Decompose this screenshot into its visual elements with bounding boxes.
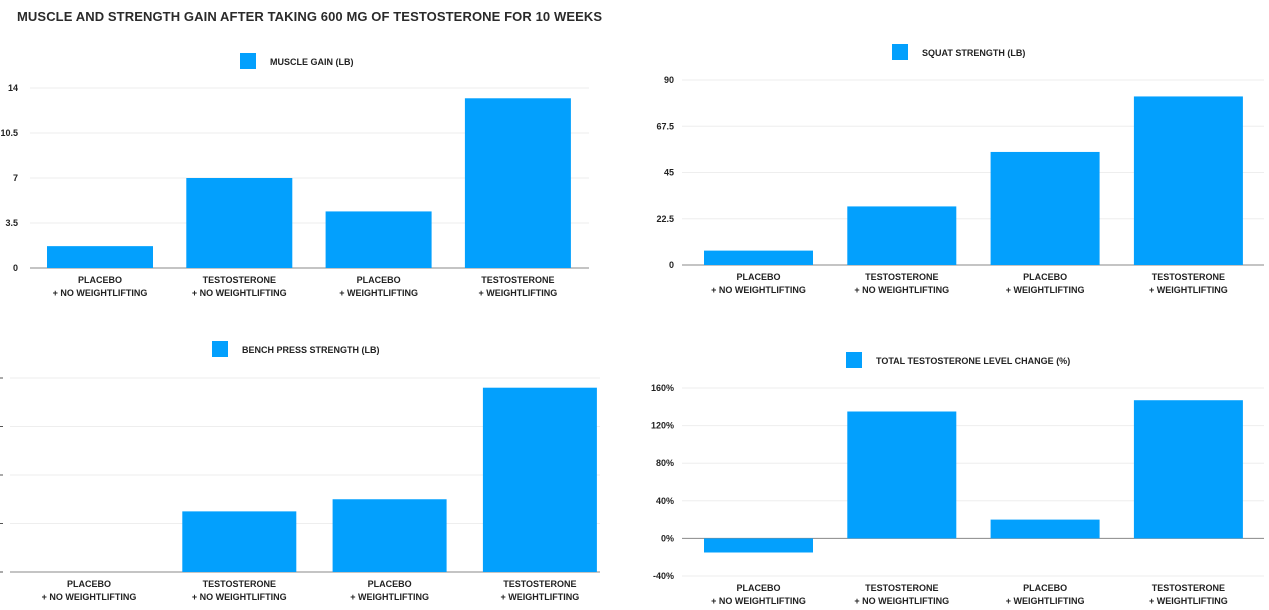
bar — [464, 98, 571, 269]
x-tick-label: TESTOSTERONE — [865, 583, 938, 593]
x-tick-label: + WEIGHTLIFTING — [1149, 596, 1228, 606]
y-tick-label: 40% — [656, 496, 674, 506]
y-tick-label: 120% — [651, 421, 674, 431]
squat-strength-chart: SQUAT STRENGTH (LB) 0 22.5 45 67.5 90 PLACEBO +… — [656, 44, 1264, 295]
x-tick-label: + WEIGHTLIFTING — [479, 288, 558, 298]
x-tick-label: TESTOSTERONE — [203, 275, 276, 285]
bar — [325, 211, 432, 268]
bar — [990, 519, 1100, 539]
legend-swatch — [240, 53, 256, 69]
y-tick-label: 0 — [669, 260, 674, 270]
x-tick-label: PLACEBO — [67, 579, 111, 589]
x-tick-label: TESTOSTERONE — [481, 275, 554, 285]
x-tick-label: PLACEBO — [78, 275, 122, 285]
x-tick-label: PLACEBO — [1023, 272, 1067, 282]
x-tick-label: TESTOSTERONE — [865, 272, 938, 282]
bar — [47, 246, 153, 268]
x-tick-label: + NO WEIGHTLIFTING — [854, 596, 949, 606]
x-tick-label: + NO WEIGHTLIFTING — [854, 285, 949, 295]
y-tick-label: -40% — [653, 571, 674, 581]
x-tick-label: + WEIGHTLIFTING — [501, 592, 580, 602]
legend-label: TOTAL TESTOSTERONE LEVEL CHANGE (%) — [876, 356, 1070, 366]
x-tick-label: + NO WEIGHTLIFTING — [42, 592, 137, 602]
x-tick-label: + NO WEIGHTLIFTING — [192, 592, 287, 602]
x-tick-label: PLACEBO — [1023, 583, 1067, 593]
x-tick-label: PLACEBO — [368, 579, 412, 589]
legend-swatch — [892, 44, 908, 60]
x-tick-label: TESTOSTERONE — [1152, 272, 1225, 282]
x-tick-label: PLACEBO — [736, 272, 780, 282]
y-tick-label: 160% — [651, 383, 674, 393]
page-title: MUSCLE AND STRENGTH GAIN AFTER TAKING 60… — [17, 9, 603, 24]
bar — [186, 178, 293, 268]
x-tick-label: + WEIGHTLIFTING — [339, 288, 418, 298]
bar — [704, 250, 813, 265]
x-tick-label: + WEIGHTLIFTING — [350, 592, 429, 602]
y-tick-label: 22.5 — [656, 214, 674, 224]
bar — [332, 499, 447, 572]
x-tick-label: + WEIGHTLIFTING — [1006, 285, 1085, 295]
bar — [704, 538, 813, 553]
y-tick-label: 67.5 — [656, 121, 674, 131]
bar — [1133, 400, 1243, 539]
bar — [990, 151, 1100, 265]
x-tick-label: PLACEBO — [736, 583, 780, 593]
y-tick-label: 45 — [664, 168, 674, 178]
bar — [182, 511, 297, 572]
y-tick-label: 0 — [13, 263, 18, 273]
x-tick-label: + WEIGHTLIFTING — [1149, 285, 1228, 295]
x-tick-label: PLACEBO — [357, 275, 401, 285]
y-tick-label: 3.5 — [5, 218, 18, 228]
legend-label: SQUAT STRENGTH (LB) — [922, 48, 1025, 58]
legend-swatch — [846, 352, 862, 368]
x-tick-label: + NO WEIGHTLIFTING — [53, 288, 148, 298]
x-tick-label: + WEIGHTLIFTING — [1006, 596, 1085, 606]
legend-swatch — [212, 341, 228, 357]
y-tick-label: 0% — [661, 533, 674, 543]
y-tick-label: 14 — [8, 83, 18, 93]
x-tick-label: TESTOSTERONE — [503, 579, 576, 589]
y-tick-label: 80% — [656, 458, 674, 468]
y-tick-label: 90 — [664, 75, 674, 85]
bar — [1133, 96, 1243, 265]
testosterone-level-change-chart: TOTAL TESTOSTERONE LEVEL CHANGE (%) -40% 0… — [651, 352, 1264, 606]
legend-label: MUSCLE GAIN (LB) — [270, 57, 354, 67]
legend-label: BENCH PRESS STRENGTH (LB) — [242, 345, 380, 355]
bar — [847, 411, 957, 539]
muscle-gain-chart: MUSCLE GAIN (LB) 0 3.5 7 10.5 14 PLACEBO + NO W… — [0, 53, 589, 298]
y-tick-label: 10.5 — [0, 128, 18, 138]
bench-press-strength-chart: BENCH PRESS STRENGTH (LB) PLACEBO + NO WEI… — [0, 341, 600, 602]
y-tick-label: 7 — [13, 173, 18, 183]
x-tick-label: + NO WEIGHTLIFTING — [711, 596, 806, 606]
x-tick-label: + NO WEIGHTLIFTING — [711, 285, 806, 295]
bar — [847, 206, 957, 265]
x-tick-label: TESTOSTERONE — [1152, 583, 1225, 593]
x-tick-label: TESTOSTERONE — [203, 579, 276, 589]
x-tick-label: + NO WEIGHTLIFTING — [192, 288, 287, 298]
bar — [482, 387, 597, 572]
